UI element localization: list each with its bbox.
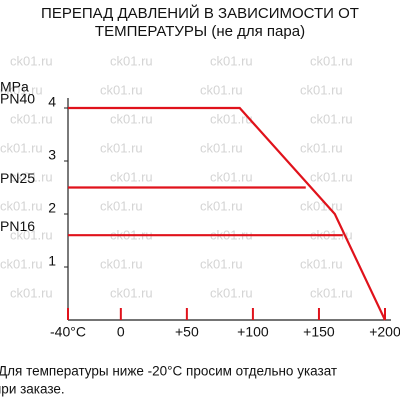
chart-title: ПЕРЕПАД ДАВЛЕНИЙ В ЗАВИСИМОСТИ ОТ — [41, 4, 359, 22]
watermark: ck01.ru — [10, 227, 53, 242]
note: при заказе. — [0, 382, 65, 397]
watermark: ck01.ru — [310, 285, 353, 300]
watermark: ck01.ru — [200, 198, 243, 213]
watermark: ck01.ru — [0, 82, 43, 97]
watermark: ck01.ru — [300, 256, 343, 271]
watermark: ck01.ru — [100, 256, 143, 271]
watermark: ck01.ru — [300, 82, 343, 97]
watermark: ck01.ru — [100, 198, 143, 213]
watermark: ck01.ru — [310, 111, 353, 126]
watermark: ck01.ru — [300, 140, 343, 155]
watermark: ck01.ru — [0, 198, 43, 213]
x-tick-label: +100 — [237, 324, 269, 340]
watermark: ck01.ru — [110, 111, 153, 126]
series-label: PN40 — [0, 91, 35, 107]
x-tick-label: 0 — [117, 324, 125, 340]
watermark: ck01.ru — [310, 169, 353, 184]
watermark: ck01.ru — [210, 53, 253, 68]
watermark: ck01.ru — [110, 285, 153, 300]
y-tick-label: 4 — [48, 94, 56, 110]
watermark: ck01.ru — [300, 198, 343, 213]
watermark: ck01.ru — [210, 285, 253, 300]
watermark: ck01.ru — [200, 256, 243, 271]
note: Для температуры ниже -20°C просим отдель… — [0, 364, 337, 379]
series-label: PN16 — [0, 218, 35, 234]
watermark: ck01.ru — [10, 111, 53, 126]
watermark: ck01.ru — [100, 82, 143, 97]
y-tick-label: 3 — [48, 147, 56, 163]
x-tick-label: +150 — [303, 324, 335, 340]
watermark: ck01.ru — [110, 169, 153, 184]
x-tick-label: +50 — [175, 324, 199, 340]
watermark: ck01.ru — [110, 53, 153, 68]
series-line — [68, 106, 386, 321]
watermark: ck01.ru — [100, 140, 143, 155]
watermark: ck01.ru — [0, 140, 43, 155]
watermark: ck01.ru — [10, 53, 53, 68]
watermark: ck01.ru — [200, 82, 243, 97]
watermark: ck01.ru — [210, 111, 253, 126]
y-tick-label: 1 — [48, 253, 56, 269]
x-tick-label: +200 — [369, 324, 400, 340]
watermark: ck01.ru — [10, 169, 53, 184]
watermark: ck01.ru — [210, 169, 253, 184]
watermark: ck01.ru — [0, 256, 43, 271]
watermark: ck01.ru — [310, 53, 353, 68]
y-axis-label: MPa — [0, 79, 29, 95]
series-label: PN25 — [0, 170, 35, 186]
watermark: ck01.ru — [200, 140, 243, 155]
x-tick-label: -40°C — [50, 324, 86, 340]
watermark: ck01.ru — [10, 285, 53, 300]
y-tick-label: 2 — [48, 200, 56, 216]
chart-title: ТЕМПЕРАТУРЫ (не для пара) — [95, 23, 305, 40]
